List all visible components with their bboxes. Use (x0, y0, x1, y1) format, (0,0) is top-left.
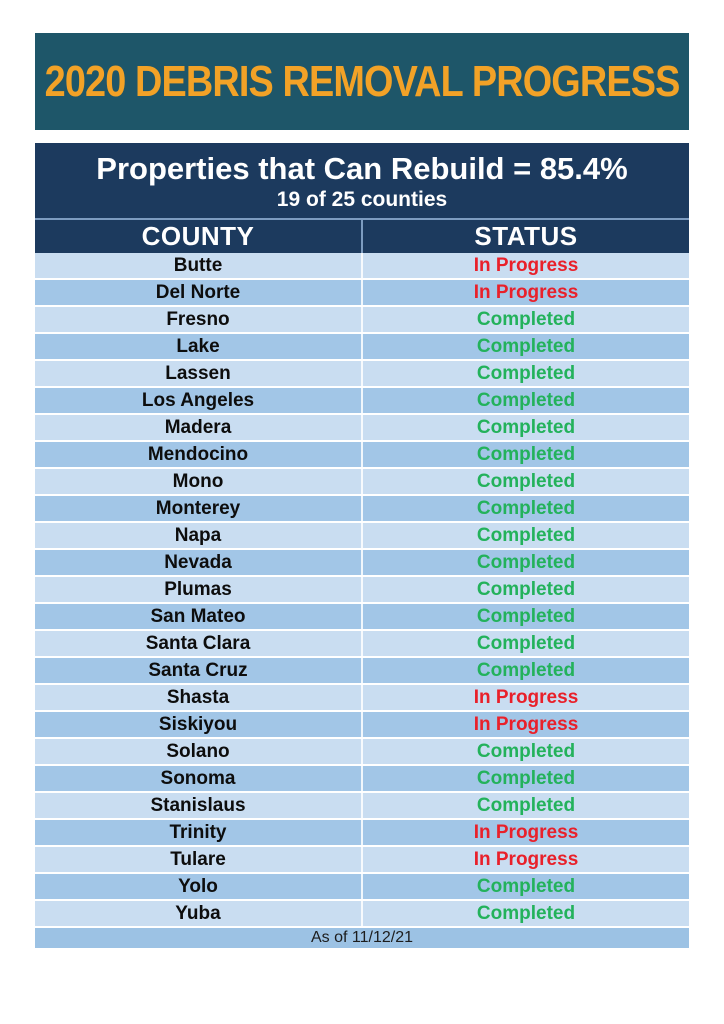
table-header-row: COUNTY STATUS (35, 218, 689, 253)
status-cell: Completed (361, 523, 689, 548)
table-row: Trinity In Progress (35, 820, 689, 847)
table-row: Plumas Completed (35, 577, 689, 604)
status-cell: Completed (361, 631, 689, 656)
table-row: Solano Completed (35, 739, 689, 766)
table-row: Mendocino Completed (35, 442, 689, 469)
table-row: San Mateo Completed (35, 604, 689, 631)
status-cell: Completed (361, 415, 689, 440)
summary-title: Properties that Can Rebuild = 85.4% (96, 151, 628, 187)
table-row: Siskiyou In Progress (35, 712, 689, 739)
county-cell: San Mateo (150, 606, 246, 627)
table-row: Santa Clara Completed (35, 631, 689, 658)
county-cell: Plumas (164, 579, 232, 600)
status-cell: Completed (361, 388, 689, 413)
county-cell: Madera (164, 417, 232, 438)
status-cell: Completed (361, 901, 689, 926)
county-cell: Yuba (175, 903, 221, 924)
table-row: Yolo Completed (35, 874, 689, 901)
table-row: Lassen Completed (35, 361, 689, 388)
table-body: Butte In Progress Del Norte In Progress … (35, 253, 689, 928)
county-cell: Santa Cruz (148, 660, 248, 681)
table-row: Los Angeles Completed (35, 388, 689, 415)
table-row: Shasta In Progress (35, 685, 689, 712)
status-cell: Completed (361, 361, 689, 386)
county-cell: Yolo (178, 876, 218, 897)
county-cell: Butte (173, 255, 223, 276)
table-row: Sonoma Completed (35, 766, 689, 793)
county-cell: Del Norte (155, 282, 241, 303)
summary-section: Properties that Can Rebuild = 85.4% 19 o… (35, 143, 689, 218)
county-cell: Solano (166, 741, 230, 762)
status-cell: Completed (361, 766, 689, 791)
status-cell: In Progress (361, 253, 689, 278)
page-title: 2020 DEBRIS REMOVAL PROGRESS (44, 56, 681, 106)
status-cell: Completed (361, 442, 689, 467)
county-cell: Monterey (155, 498, 241, 519)
column-header-county: COUNTY (141, 221, 255, 251)
table-row: Tulare In Progress (35, 847, 689, 874)
table-row: Stanislaus Completed (35, 793, 689, 820)
county-cell: Tulare (170, 849, 226, 870)
table-row: Yuba Completed (35, 901, 689, 928)
status-cell: Completed (361, 604, 689, 629)
status-cell: Completed (361, 793, 689, 818)
table-row: Napa Completed (35, 523, 689, 550)
status-cell: Completed (361, 577, 689, 602)
status-cell: Completed (361, 739, 689, 764)
status-cell: In Progress (361, 685, 689, 710)
table-row: Lake Completed (35, 334, 689, 361)
column-header-status: STATUS (361, 220, 689, 253)
footer-bar: As of 11/12/21 (35, 928, 689, 948)
county-cell: Stanislaus (150, 795, 246, 816)
county-cell: Shasta (166, 687, 230, 708)
county-cell: Siskiyou (158, 714, 238, 735)
table-row: Butte In Progress (35, 253, 689, 280)
status-cell: In Progress (361, 820, 689, 845)
progress-table: Properties that Can Rebuild = 85.4% 19 o… (35, 143, 689, 948)
county-cell: Nevada (164, 552, 232, 573)
county-cell: Fresno (166, 309, 230, 330)
status-cell: Completed (361, 496, 689, 521)
county-cell: Lake (176, 336, 220, 357)
table-row: Monterey Completed (35, 496, 689, 523)
county-cell: Napa (174, 525, 222, 546)
county-cell: Trinity (169, 822, 227, 843)
county-cell: Santa Clara (145, 633, 251, 654)
as-of-date: As of 11/12/21 (311, 929, 413, 946)
status-cell: Completed (361, 307, 689, 332)
county-cell: Mendocino (147, 444, 249, 465)
status-cell: Completed (361, 550, 689, 575)
county-cell: Sonoma (160, 768, 236, 789)
county-cell: Los Angeles (141, 390, 255, 411)
table-row: Fresno Completed (35, 307, 689, 334)
table-row: Mono Completed (35, 469, 689, 496)
status-cell: In Progress (361, 712, 689, 737)
table-row: Del Norte In Progress (35, 280, 689, 307)
county-cell: Mono (172, 471, 224, 492)
summary-subtitle: 19 of 25 counties (276, 187, 448, 211)
county-cell: Lassen (165, 363, 231, 384)
status-cell: Completed (361, 334, 689, 359)
status-cell: In Progress (361, 280, 689, 305)
status-cell: Completed (361, 658, 689, 683)
table-row: Santa Cruz Completed (35, 658, 689, 685)
status-cell: In Progress (361, 847, 689, 872)
table-row: Nevada Completed (35, 550, 689, 577)
title-banner: 2020 DEBRIS REMOVAL PROGRESS (35, 33, 689, 130)
status-cell: Completed (361, 469, 689, 494)
status-cell: Completed (361, 874, 689, 899)
table-row: Madera Completed (35, 415, 689, 442)
